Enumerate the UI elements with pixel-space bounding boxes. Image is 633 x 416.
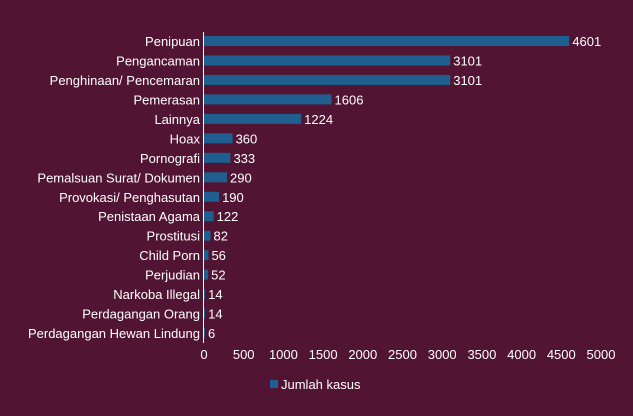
- x-tick-label: 4000: [507, 347, 536, 362]
- x-tick-label: 4500: [547, 347, 576, 362]
- bar: [204, 211, 214, 222]
- legend-label: Jumlah kasus: [281, 377, 361, 392]
- bar: [204, 152, 231, 163]
- value-label: 3101: [453, 73, 482, 88]
- category-label: Penistaan Agama: [98, 209, 201, 224]
- x-tick-label: 3000: [428, 347, 457, 362]
- legend: Jumlah kasus: [270, 377, 361, 392]
- value-label: 1224: [304, 112, 333, 127]
- category-label: Provokasi/ Penghasutan: [59, 190, 200, 205]
- x-tick-label: 1500: [309, 347, 338, 362]
- x-tick-label: 2000: [348, 347, 377, 362]
- category-label: Penipuan: [145, 34, 200, 49]
- category-label: Perdagangan Hewan Lindung: [28, 326, 200, 341]
- bar: [204, 269, 209, 280]
- bars-layer: [204, 36, 570, 339]
- x-tick-label: 5000: [587, 347, 616, 362]
- x-tick-label: 500: [233, 347, 255, 362]
- category-label: Pornografi: [140, 151, 200, 166]
- x-tick-label: 3500: [467, 347, 496, 362]
- x-axis-ticks: 0 500 1000 1500 2000 2500 3000 3500 4000 4500 5000: [200, 347, 615, 362]
- value-label: 333: [233, 151, 255, 166]
- bar: [204, 230, 211, 241]
- bar: [204, 308, 206, 319]
- category-label: Pemerasan: [134, 92, 200, 107]
- bar: [204, 289, 206, 300]
- value-label: 1606: [335, 92, 364, 107]
- category-label: Lainnya: [154, 112, 200, 127]
- value-label: 14: [208, 307, 222, 322]
- bar: [204, 113, 302, 124]
- value-label: 6: [208, 326, 215, 341]
- category-label: Prostitusi: [147, 229, 201, 244]
- value-label: 190: [222, 190, 244, 205]
- value-label: 14: [208, 287, 222, 302]
- value-label: 290: [230, 170, 252, 185]
- value-label: 52: [211, 268, 225, 283]
- category-label: Pemalsuan Surat/ Dokumen: [37, 170, 200, 185]
- bar: [204, 36, 570, 46]
- value-label: 82: [214, 229, 228, 244]
- bar: [204, 94, 332, 105]
- bar: [204, 250, 209, 261]
- bar: [204, 55, 451, 66]
- category-label: Narkoba Illegal: [113, 287, 200, 302]
- value-label: 122: [217, 209, 239, 224]
- x-tick-label: 0: [200, 347, 207, 362]
- category-labels: Penipuan Pengancaman Penghinaan/ Pencemara…: [28, 34, 201, 341]
- bar: [204, 74, 451, 85]
- category-label: Pengancaman: [116, 53, 200, 68]
- value-label: 360: [236, 131, 258, 146]
- value-label: 4601: [572, 34, 601, 49]
- bar: [204, 133, 233, 144]
- x-tick-label: 1000: [269, 347, 298, 362]
- legend-swatch: [270, 380, 278, 388]
- value-label: 56: [211, 248, 225, 263]
- x-tick-label: 2500: [388, 347, 417, 362]
- category-label: Perjudian: [145, 268, 200, 283]
- category-label: Hoax: [170, 131, 201, 146]
- bar: [204, 172, 228, 183]
- value-label: 3101: [453, 53, 482, 68]
- bar: [204, 328, 205, 339]
- bar: [204, 191, 220, 202]
- category-label: Penghinaan/ Pencemaran: [50, 73, 200, 88]
- category-label: Child Porn: [139, 248, 200, 263]
- category-label: Perdagangan Orang: [82, 307, 200, 322]
